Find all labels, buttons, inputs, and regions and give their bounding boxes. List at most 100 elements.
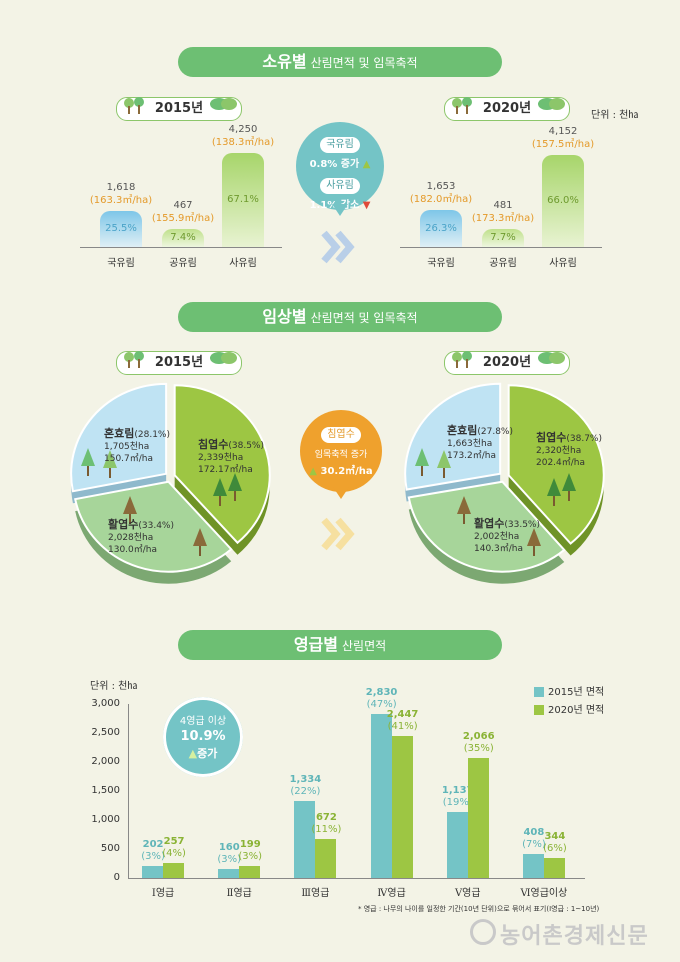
ownership-stock-value: (155.9㎥/ha) <box>151 213 215 224</box>
bubble-tag-conifer: 침엽수 <box>321 427 361 443</box>
age-bar <box>391 736 413 878</box>
age-bar-pct: (35%) <box>463 743 494 755</box>
tree-icon <box>123 496 137 524</box>
ownership-area-value: 4,152 <box>548 126 578 138</box>
age-bar-label: 2,066 (35%) <box>457 731 501 755</box>
ownership-value-label: 481 (173.3㎥/ha) <box>458 199 548 225</box>
bubble-line1: 임목축적 증가 <box>314 450 368 460</box>
y-axis-line <box>128 704 129 878</box>
tree-icon <box>103 450 117 478</box>
brand-logo-icon <box>470 919 496 945</box>
age-bar-label: 257 (4%) <box>152 836 196 860</box>
bush-icon <box>538 98 565 110</box>
age-bar <box>446 812 468 878</box>
slice-area: 1,663천ha <box>447 439 493 449</box>
slice-pct: (28.1%) <box>134 430 170 440</box>
badge-line3: 증가 <box>197 747 218 760</box>
tree-icon <box>562 473 576 501</box>
section1-subtitle: 산림면적 및 임목축적 <box>310 56 418 70</box>
section1-banner: 소유별 산림면적 및 임목축적 <box>178 47 502 77</box>
double-chevron-right-icon <box>321 517 355 551</box>
ownership-bar <box>542 155 584 247</box>
age-bar-label: 1,334 (22%) <box>283 774 327 798</box>
ownership-category-label: 공유림 <box>169 258 197 269</box>
tree-icon <box>228 473 242 501</box>
ownership-change-bubble: 국유림 0.8% 증가 ▲ 사유림 1.1% 감소 ▼ <box>296 122 384 211</box>
y-tick-label: 3,000 <box>91 698 120 709</box>
bubble-tag-national: 국유림 <box>320 137 360 153</box>
slice-stock: 130.0㎥/ha <box>108 545 158 555</box>
badge-line1: 4영급 이상 <box>179 716 227 727</box>
tree-icon <box>452 97 472 114</box>
conifer-change-bubble: 침엽수 임목축적 증가 ▲ 30.2㎥/ha <box>300 410 382 492</box>
ownership-stock-value: (157.5㎥/ha) <box>531 139 595 151</box>
section3-subtitle: 산림면적 <box>342 639 387 653</box>
legend-label: 2020년 면적 <box>548 705 605 716</box>
y-tick-label: 0 <box>113 872 120 883</box>
ownership-stock-value: (163.3㎥/ha) <box>89 195 153 207</box>
year-label: 2015년 <box>154 355 204 370</box>
legend-item: 2015년 면적 <box>534 683 604 698</box>
pie2020-label-conifer: 침엽수(38.7%) 2,320천ha 202.4㎥/ha <box>536 432 602 469</box>
age-bar-label: 408 (7%) <box>512 827 556 851</box>
ownership-category-label: 공유림 <box>489 258 517 269</box>
age-bar-value: 1,334 <box>289 773 322 785</box>
y-tick-label: 2,000 <box>91 756 120 767</box>
section2-subtitle: 산림면적 및 임목축적 <box>310 311 418 325</box>
pie-slice <box>404 382 502 491</box>
slice-stock: 172.17㎥/ha <box>198 465 253 475</box>
age-bar-pct: (4%) <box>162 848 186 860</box>
section1-unit: 단위 : 천㏊ <box>591 110 639 121</box>
y-tick-label: 1,500 <box>91 785 120 796</box>
slice-stock: 150.7㎥/ha <box>104 454 154 464</box>
slice-pct: (33.4%) <box>138 521 174 531</box>
ownership-category-label: 국유림 <box>107 258 135 269</box>
slice-name: 활엽수 <box>108 518 139 531</box>
ownership-stock-value: (173.3㎥/ha) <box>471 213 535 224</box>
age-bar-label: 202 (3%) <box>131 839 175 863</box>
age-bar <box>543 858 565 878</box>
age-bar-label: 672 (11%) <box>304 812 348 836</box>
section3-unit: 단위 : 천㏊ <box>90 681 138 692</box>
ownership-bar <box>100 211 142 247</box>
age-bar-label: 1,137 (19%) <box>436 785 480 809</box>
up-arrow-icon: ▲ <box>188 747 198 760</box>
ownership-value-label: 4,250 (138.3㎥/ha) <box>198 123 288 149</box>
age-bar-pct: (19%) <box>442 797 473 809</box>
slice-area: 2,320천ha <box>536 446 582 456</box>
tree-icon <box>193 528 207 556</box>
age-bar <box>370 713 392 878</box>
age-bar <box>239 866 261 878</box>
ownership-area-value: 481 <box>493 200 513 211</box>
legend-swatch <box>534 687 544 697</box>
ownership-value-label: 4,152 (157.5㎥/ha) <box>518 125 608 151</box>
ownership-value-label: 467 (155.9㎥/ha) <box>138 199 228 225</box>
age-bar <box>218 868 240 878</box>
bush-icon <box>210 352 237 364</box>
section2-title: 임상별 <box>262 307 307 326</box>
year-label: 2020년 <box>482 101 532 116</box>
ownership-share-label: 67.1% <box>227 194 259 206</box>
age-bar-value: 2,066 <box>462 731 495 743</box>
bush-icon <box>538 352 565 364</box>
age-bar-pct: (3%) <box>217 853 242 865</box>
pie2015-label-broadleaf: 활엽수(33.4%) 2,028천ha 130.0㎥/ha <box>108 519 174 556</box>
pie-slice <box>70 382 168 493</box>
tree-icon <box>124 351 144 368</box>
age-bar <box>467 758 489 878</box>
year-tag-2020-ownership: 2020년 <box>444 97 570 121</box>
age-bar-pct: (3%) <box>238 851 263 863</box>
age-bar-value: 199 <box>239 839 261 851</box>
age-bar-pct: (22%) <box>290 785 321 797</box>
age-category-label: Ⅰ영급 <box>151 888 175 899</box>
slice-area: 2,339천ha <box>198 453 244 463</box>
bubble-pointer-icon <box>333 487 349 499</box>
slice-stock: 173.2㎥/ha <box>447 451 497 461</box>
ownership-category-label: 사유림 <box>229 258 257 269</box>
pie2015-label-mixed: 혼효림(28.1%) 1,705천ha 150.7㎥/ha <box>104 428 170 465</box>
slice-area: 2,028천ha <box>108 533 154 543</box>
ownership-area-value: 4,250 <box>228 124 258 136</box>
down-arrow-icon: ▼ <box>362 200 371 211</box>
year-label: 2015년 <box>154 101 204 116</box>
ownership-bar <box>162 229 204 247</box>
